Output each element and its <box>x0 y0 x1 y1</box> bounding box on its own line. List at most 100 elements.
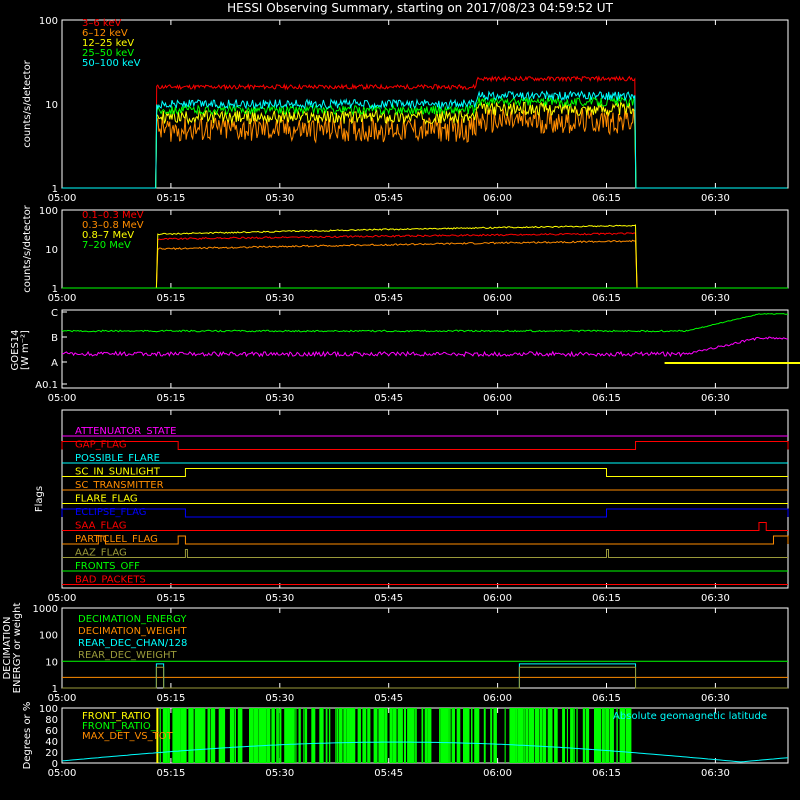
front-ratio-bar <box>424 708 428 763</box>
x-tick-label: 06:30 <box>701 593 730 604</box>
decimation-line-3 <box>62 666 788 689</box>
front-ratio-bar <box>368 708 371 763</box>
front-ratio-bar <box>265 708 267 763</box>
x-tick-label: 06:15 <box>592 768 621 779</box>
front-ratio-bar <box>367 708 370 763</box>
front-ratio-bar <box>172 708 175 763</box>
x-tick-label: 05:30 <box>265 693 294 704</box>
legend-entry: REAR_DEC_CHAN/128 <box>78 638 187 649</box>
x-tick-label: 05:00 <box>48 393 77 404</box>
series-line-1 <box>62 239 788 289</box>
front-ratio-bar <box>288 708 291 763</box>
front-ratio-bar <box>448 708 450 763</box>
front-ratio-bar <box>325 708 328 763</box>
x-tick-label: 06:15 <box>592 293 621 304</box>
y-tick-label: 10 <box>45 245 58 256</box>
legend-entry: 0.1–0.3 MeV <box>82 210 144 221</box>
x-tick-label: 06:30 <box>701 693 730 704</box>
x-tick-label: 05:15 <box>156 193 185 204</box>
front-ratio-bar <box>547 708 551 763</box>
front-ratio-bar <box>348 708 350 763</box>
legend-entry: 50–100 keV <box>82 58 141 69</box>
legend-entry: 0.3–0.8 MeV <box>82 220 144 231</box>
front-ratio-bar <box>257 708 259 763</box>
front-ratio-bar <box>263 708 266 763</box>
front-ratio-bar <box>261 708 265 763</box>
front-ratio-bar <box>549 708 553 763</box>
y-tick-label: 60 <box>45 726 58 737</box>
front-ratio-bar <box>477 708 480 763</box>
flag-label: AAZ_FLAG <box>75 548 127 559</box>
front-ratio-bar <box>463 708 465 763</box>
front-ratio-bar <box>362 708 366 763</box>
y-tick-label: 40 <box>45 737 58 748</box>
front-ratio-bar <box>539 708 543 763</box>
front-ratio-bar <box>277 708 279 763</box>
front-ratio-bar <box>233 708 235 763</box>
front-ratio-bar <box>204 708 206 763</box>
front-ratio-bar <box>562 708 565 763</box>
legend-entry: 0.8–7 MeV <box>82 230 134 241</box>
x-tick-label: 05:45 <box>374 393 403 404</box>
x-tick-label: 06:15 <box>592 193 621 204</box>
x-tick-label: 06:15 <box>592 393 621 404</box>
front-ratio-bar <box>616 708 618 763</box>
front-ratio-bar <box>335 708 337 763</box>
goes-line-1 <box>61 336 789 358</box>
front-ratio-bar <box>221 708 225 763</box>
flag-line <box>61 508 789 518</box>
flag-label: ATTENUATOR_STATE <box>75 426 176 437</box>
x-tick-label: 05:00 <box>48 593 77 604</box>
x-tick-label: 06:15 <box>592 693 621 704</box>
front-ratio-bar <box>295 708 297 763</box>
y-tick-label: 1 <box>52 184 58 195</box>
front-ratio-bar <box>490 708 493 763</box>
flag-label: ECLIPSE_FLAG <box>75 507 146 518</box>
front-ratio-bar <box>554 708 558 763</box>
x-tick-label: 06:15 <box>592 593 621 604</box>
x-tick-label: 06:00 <box>483 293 512 304</box>
x-tick-label: 05:00 <box>48 768 77 779</box>
front-ratio-bar <box>202 708 205 763</box>
flag-label: SC_IN_SUNLIGHT <box>75 467 161 478</box>
y-tick-label: C <box>51 308 58 319</box>
front-ratio-bar <box>445 708 449 763</box>
y-tick-label: 1000 <box>33 604 58 615</box>
front-ratio-bar <box>397 708 400 763</box>
front-ratio-bar <box>199 708 202 763</box>
front-ratio-bar <box>384 708 388 763</box>
front-ratio-edge <box>156 708 159 763</box>
flag-line <box>62 549 788 558</box>
x-tick-label: 05:30 <box>265 193 294 204</box>
front-ratio-bar <box>522 708 524 763</box>
legend-entry: DECIMATION_WEIGHT <box>78 626 187 637</box>
y-tick-label: 100 <box>39 631 58 642</box>
page-title: HESSI Observing Summary, starting on 201… <box>227 1 613 15</box>
front-ratio-bar <box>399 708 403 763</box>
front-ratio-bar <box>241 708 243 763</box>
flag-label: PARTICLEL_FLAG <box>75 534 158 545</box>
front-ratio-bar <box>381 708 385 763</box>
x-tick-label: 05:30 <box>265 593 294 604</box>
front-ratio-bar <box>250 708 254 763</box>
x-tick-label: 05:45 <box>374 293 403 304</box>
y-tick-label: 80 <box>45 715 58 726</box>
front-ratio-bar <box>234 708 236 763</box>
y-axis-label: counts/s/detector <box>22 204 33 292</box>
front-ratio-bar <box>349 708 352 763</box>
front-ratio-bar <box>451 708 455 763</box>
flag-label: FLARE_FLAG <box>75 494 138 505</box>
front-ratio-bar <box>338 708 341 763</box>
front-ratio-bar <box>582 708 586 763</box>
geomag-latitude-line <box>61 741 789 763</box>
front-ratio-bar <box>178 708 181 763</box>
x-tick-label: 05:00 <box>48 193 77 204</box>
front-ratio-bar <box>403 708 406 763</box>
front-ratio-bar <box>373 708 377 763</box>
front-ratio-bar <box>447 708 449 763</box>
front-ratio-bar <box>213 708 216 763</box>
front-ratio-bar <box>528 708 532 763</box>
front-ratio-bar <box>303 708 305 763</box>
legend-entry: 3–6 keV <box>82 18 121 29</box>
